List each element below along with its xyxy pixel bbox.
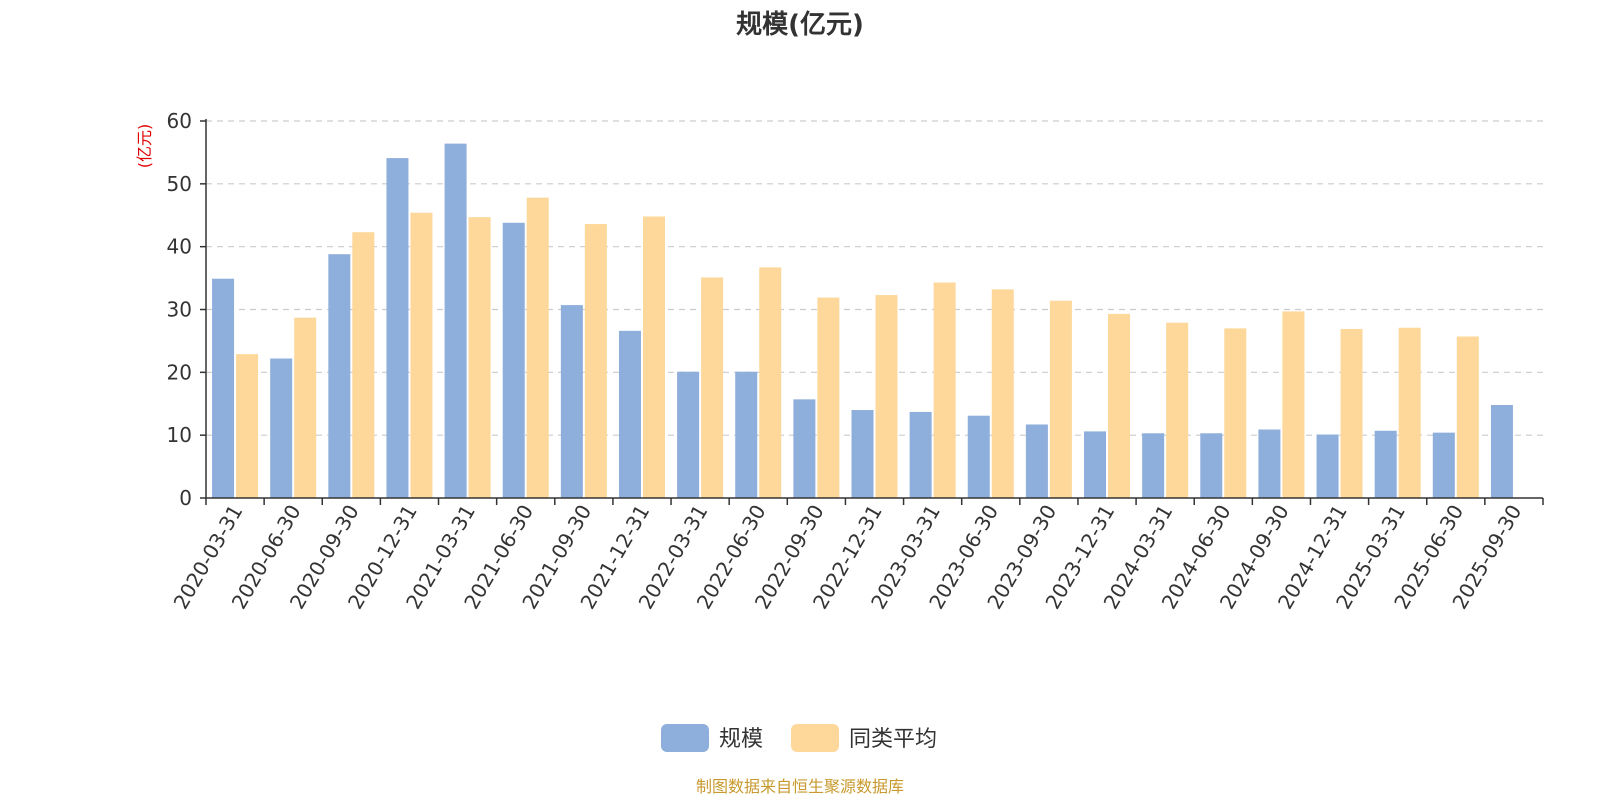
- legend-item-peer-average[interactable]: 同类平均: [791, 724, 937, 752]
- bar-scale[interactable]: [328, 254, 351, 498]
- bar-scale[interactable]: [1142, 433, 1165, 498]
- bar-peer-average[interactable]: [236, 354, 259, 498]
- y-axis-unit-label: (亿元): [135, 124, 154, 169]
- bar-peer-average[interactable]: [294, 317, 317, 498]
- bar-peer-average[interactable]: [1282, 311, 1305, 498]
- bar-peer-average[interactable]: [759, 267, 782, 498]
- bar-scale[interactable]: [677, 371, 700, 498]
- legend-label: 规模: [719, 727, 763, 752]
- y-tick-label: 20: [167, 360, 192, 384]
- y-tick-label: 10: [167, 423, 192, 447]
- bar-peer-average[interactable]: [1398, 327, 1421, 498]
- bar-peer-average[interactable]: [1108, 313, 1131, 498]
- y-tick-label: 0: [179, 486, 192, 510]
- bar-peer-average[interactable]: [817, 297, 840, 498]
- bar-peer-average[interactable]: [701, 277, 724, 498]
- bar-scale[interactable]: [1432, 432, 1455, 498]
- bar-peer-average[interactable]: [875, 295, 898, 498]
- legend-swatch: [661, 724, 709, 752]
- bar-scale[interactable]: [1084, 431, 1107, 498]
- bar-peer-average[interactable]: [352, 232, 375, 498]
- y-tick-label: 60: [167, 109, 192, 133]
- bar-scale[interactable]: [967, 415, 990, 498]
- bar-peer-average[interactable]: [410, 212, 433, 498]
- bar-scale[interactable]: [212, 278, 235, 498]
- bar-peer-average[interactable]: [933, 282, 956, 498]
- data-source-note: 制图数据来自恒生聚源数据库: [696, 777, 904, 796]
- bar-scale[interactable]: [386, 158, 409, 499]
- y-axis-ticks: 0 10 20 30 40 50 60: [167, 109, 206, 510]
- bar-scale[interactable]: [1025, 424, 1048, 498]
- bar-peer-average[interactable]: [1049, 300, 1072, 498]
- bar-peer-average[interactable]: [584, 224, 607, 498]
- bar-peer-average[interactable]: [468, 217, 491, 498]
- y-tick-label: 40: [167, 235, 192, 259]
- bar-scale[interactable]: [444, 143, 467, 498]
- bar-scale[interactable]: [502, 222, 525, 499]
- bar-peer-average[interactable]: [642, 216, 665, 499]
- bar-peer-average[interactable]: [1166, 322, 1189, 498]
- y-tick-label: 50: [167, 172, 192, 196]
- bar-peer-average[interactable]: [1456, 336, 1479, 498]
- bars-group: [212, 143, 1513, 499]
- bar-scale[interactable]: [735, 371, 758, 498]
- bar-peer-average[interactable]: [526, 197, 549, 498]
- bar-scale[interactable]: [1200, 433, 1223, 498]
- legend-swatch: [791, 724, 839, 752]
- legend-label: 同类平均: [849, 727, 937, 752]
- bar-scale[interactable]: [1316, 434, 1339, 498]
- bar-scale[interactable]: [618, 330, 641, 498]
- bar-scale[interactable]: [1490, 405, 1513, 498]
- y-tick-label: 30: [167, 298, 192, 322]
- chart-title: 规模(亿元): [736, 10, 864, 40]
- bar-scale[interactable]: [851, 410, 874, 498]
- bar-scale[interactable]: [1258, 429, 1281, 498]
- bar-scale[interactable]: [793, 399, 816, 498]
- bar-peer-average[interactable]: [991, 289, 1014, 498]
- x-axis-ticks: 2020-03-312020-06-302020-09-302020-12-31…: [168, 498, 1544, 613]
- bar-scale[interactable]: [909, 411, 932, 498]
- bar-scale[interactable]: [270, 358, 293, 498]
- bar-peer-average[interactable]: [1340, 328, 1363, 498]
- bar-scale[interactable]: [1374, 430, 1397, 498]
- legend[interactable]: 规模 同类平均: [661, 724, 937, 752]
- legend-item-scale[interactable]: 规模: [661, 724, 763, 752]
- bar-scale[interactable]: [560, 305, 583, 498]
- bar-peer-average[interactable]: [1224, 328, 1247, 498]
